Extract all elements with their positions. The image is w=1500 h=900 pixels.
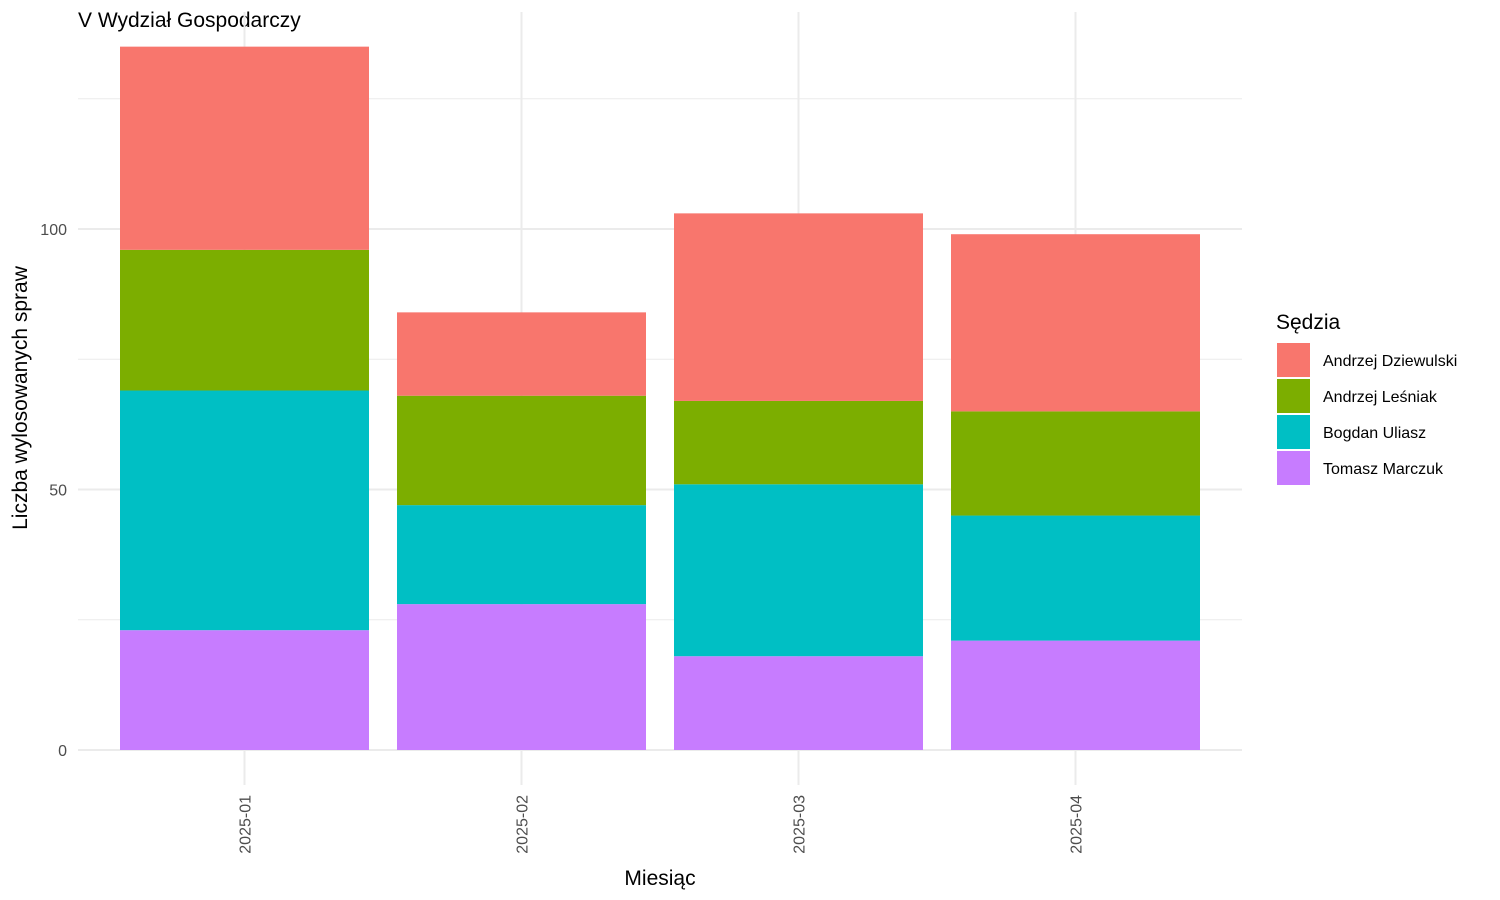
legend-label: Tomasz Marczuk [1323,461,1444,478]
bar-segment [951,640,1200,750]
legend: Sędzia Andrzej Dziewulski Andrzej Leśniak… [1276,311,1457,485]
x-tick-label: 2025-02 [515,795,532,854]
bars [120,46,1200,750]
bar-segment [951,515,1200,641]
y-axis-ticks: 0 50 100 [40,222,67,760]
bar-segment [120,630,369,750]
chart-title: V Wydział Gospodarczy [78,9,301,32]
legend-swatch [1277,415,1310,449]
x-axis-ticks: 2025-01 2025-02 2025-03 2025-04 [238,795,1086,854]
y-tick-label: 100 [40,222,67,239]
bar-segment [951,411,1200,516]
bar-segment [397,604,646,750]
bar-segment [674,484,923,657]
x-axis-title: Miesiąc [624,867,695,890]
bar-segment [120,390,369,631]
legend-label: Bogdan Uliasz [1323,425,1426,442]
x-tick-label: 2025-04 [1069,795,1086,854]
y-tick-label: 50 [49,483,67,500]
bar-segment [397,312,646,396]
legend-label: Andrzej Dziewulski [1323,353,1457,370]
bar-segment [674,656,923,750]
y-axis-title: Liczba wylosowanych spraw [9,265,32,530]
bar-segment [120,249,369,391]
bar-segment [674,213,923,401]
bar-segment [397,395,646,506]
legend-swatch [1277,451,1310,485]
bar-segment [397,505,646,605]
legend-swatch [1277,343,1310,377]
x-tick-label: 2025-01 [238,795,255,854]
legend-label: Andrzej Leśniak [1323,389,1438,406]
bar-segment [951,234,1200,412]
x-tick-label: 2025-03 [792,795,809,854]
legend-title: Sędzia [1276,311,1341,334]
y-tick-label: 0 [58,743,67,760]
bar-segment [674,400,923,485]
legend-swatch [1277,379,1310,413]
bar-segment [120,46,369,250]
